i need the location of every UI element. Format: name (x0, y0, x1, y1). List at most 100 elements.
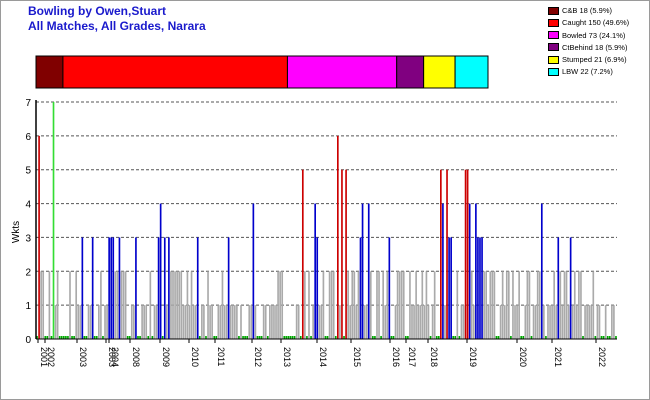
bar (248, 305, 251, 339)
bar (421, 271, 424, 339)
bar (256, 336, 259, 339)
bar (330, 271, 333, 339)
bar (407, 336, 409, 339)
bar (538, 271, 541, 339)
bar-series (36, 102, 617, 339)
bar (79, 305, 82, 339)
bar (172, 271, 174, 339)
bar (501, 271, 504, 339)
y-tick-label: 2 (25, 267, 31, 278)
bar (58, 336, 61, 339)
bar (69, 271, 71, 339)
bar (477, 237, 479, 339)
bar (510, 336, 512, 339)
bar (50, 336, 53, 339)
bar (252, 203, 255, 339)
bar (48, 271, 51, 339)
bar (592, 271, 595, 339)
bar (409, 271, 411, 339)
bar (139, 336, 141, 339)
bar (349, 305, 352, 339)
bar (596, 305, 599, 339)
bar (361, 203, 364, 339)
bar (547, 305, 549, 339)
bar (324, 336, 327, 339)
bar (301, 169, 304, 339)
bar (411, 305, 413, 339)
bar (277, 271, 279, 339)
bar (130, 305, 133, 339)
bar (530, 336, 533, 339)
x-tick-label: 2003 (107, 347, 117, 367)
bar (281, 271, 284, 339)
legend-swatch (548, 31, 559, 40)
y-tick-label: 7 (25, 98, 31, 109)
bar (400, 271, 403, 339)
bar (143, 305, 145, 339)
x-tick-label: 2022 (597, 347, 607, 367)
x-tick-label: 2002 (46, 347, 56, 367)
bar (133, 305, 135, 339)
bar (557, 237, 560, 339)
bar (147, 336, 150, 339)
bar (386, 271, 389, 339)
bar (98, 305, 100, 339)
bar (116, 271, 119, 339)
bar (83, 336, 86, 339)
x-tick-label: 2016 (391, 347, 401, 367)
legend-item: Caught 150 (49.6%) (548, 17, 629, 28)
bar (334, 336, 337, 339)
bar (464, 169, 467, 339)
bar (345, 169, 347, 339)
bar (450, 237, 452, 339)
bar (308, 271, 310, 339)
bar (54, 305, 57, 339)
bar (367, 203, 370, 339)
bar (36, 336, 38, 339)
legend-label: Caught 150 (49.6%) (562, 18, 630, 28)
bar (242, 336, 244, 339)
bar (141, 305, 143, 339)
bar (339, 305, 341, 339)
bar (429, 336, 432, 339)
bar (359, 237, 362, 339)
bar (128, 336, 131, 339)
bar (114, 271, 117, 339)
bar (310, 336, 312, 339)
bar (312, 305, 314, 339)
bar (151, 336, 154, 339)
bar (380, 336, 382, 339)
bar (93, 336, 96, 339)
bar (314, 203, 316, 339)
bar (112, 237, 115, 339)
bar (586, 305, 588, 339)
chart-subtitle: All Matches, All Grades, Narara (28, 19, 206, 33)
bar (106, 305, 108, 339)
bar (285, 336, 288, 339)
bar (444, 305, 446, 339)
bar (293, 336, 296, 339)
bar (551, 305, 553, 339)
bar (297, 305, 300, 339)
bar (363, 305, 366, 339)
stack-segment-stumped (423, 55, 456, 89)
bar (233, 305, 236, 339)
stack-segment-bowled (286, 55, 398, 89)
bar (198, 336, 201, 339)
bar (207, 271, 209, 339)
bar (332, 271, 335, 339)
bar (516, 305, 518, 339)
bar (223, 305, 226, 339)
bar (217, 305, 220, 339)
bar (258, 336, 261, 339)
bar (578, 271, 580, 339)
bar (598, 305, 601, 339)
bar (102, 336, 104, 339)
bar (505, 271, 508, 339)
bar (376, 271, 378, 339)
bar (524, 305, 527, 339)
legend-label: Stumped 21 (6.9%) (562, 55, 627, 65)
bar (580, 271, 582, 339)
stack-segment-lbw (454, 55, 489, 89)
bar (497, 336, 500, 339)
